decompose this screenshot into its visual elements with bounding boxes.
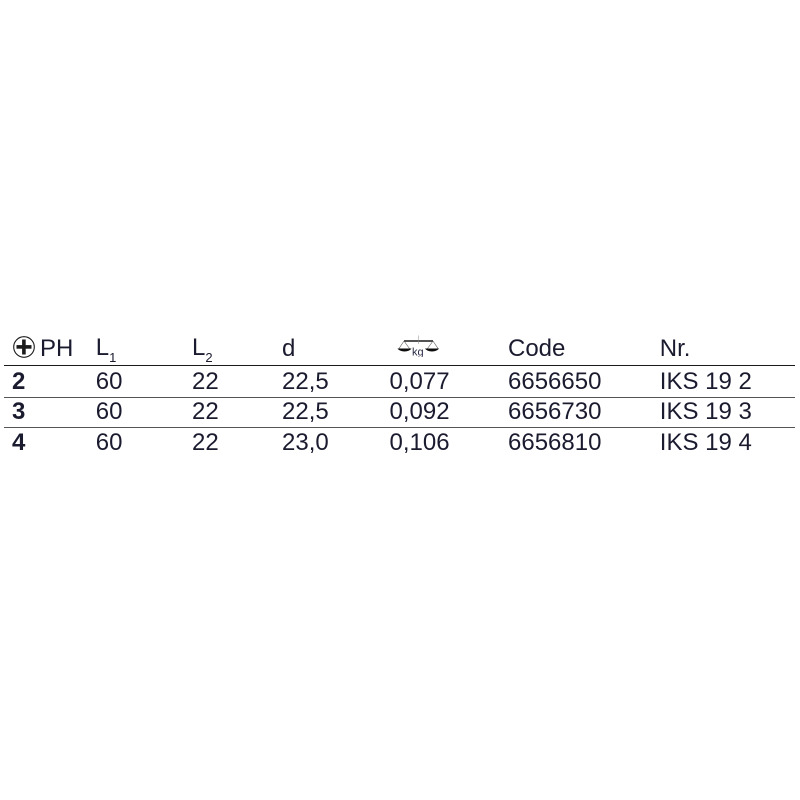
svg-text:kg: kg — [412, 346, 424, 357]
